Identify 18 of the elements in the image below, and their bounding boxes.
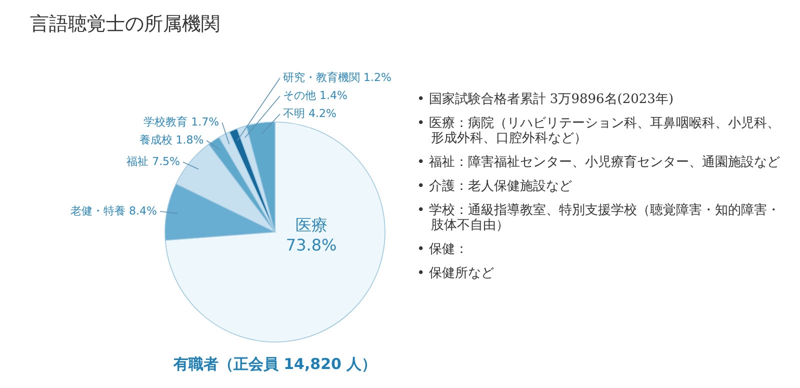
text: • 学校：通級指導教室、特別支援学校（聴覚障害・知的障害・肢体不自由）	[417, 203, 781, 233]
slice-label: 福祉 7.5%	[126, 155, 180, 168]
slice-label: 学校教育 1.7%	[144, 116, 220, 129]
slice-label: 不明 4.2%	[283, 107, 336, 120]
chart-title: 言語聴覚士の所属機関	[30, 13, 220, 35]
text: • 福祉：障害福祉センター、小児療育センター、通園施設など	[417, 155, 781, 170]
data-label: 73.8%	[286, 236, 337, 255]
text: • 医療：病院（リハビリテーション科、耳鼻咽喉科、小児科、形成外科、口腔外科など）	[417, 116, 781, 146]
slice-label: 老健・特養 8.4%	[70, 204, 157, 218]
slice-label: 医療	[295, 216, 328, 235]
text: • 保健所など	[417, 266, 495, 281]
text: • 国家試験合格者累計 3万9896名(2023年)	[417, 92, 675, 107]
text: • 介護：老人保健施設など	[417, 179, 573, 194]
slice-label: 研究・教育機関 1.2%	[283, 71, 392, 84]
text: • 保健：	[417, 242, 469, 257]
text: 有職者（正会員 14,820 人）	[172, 355, 377, 373]
slice-label: その他 1.4%	[283, 89, 348, 102]
slice-label: 養成校 1.8%	[139, 134, 204, 147]
